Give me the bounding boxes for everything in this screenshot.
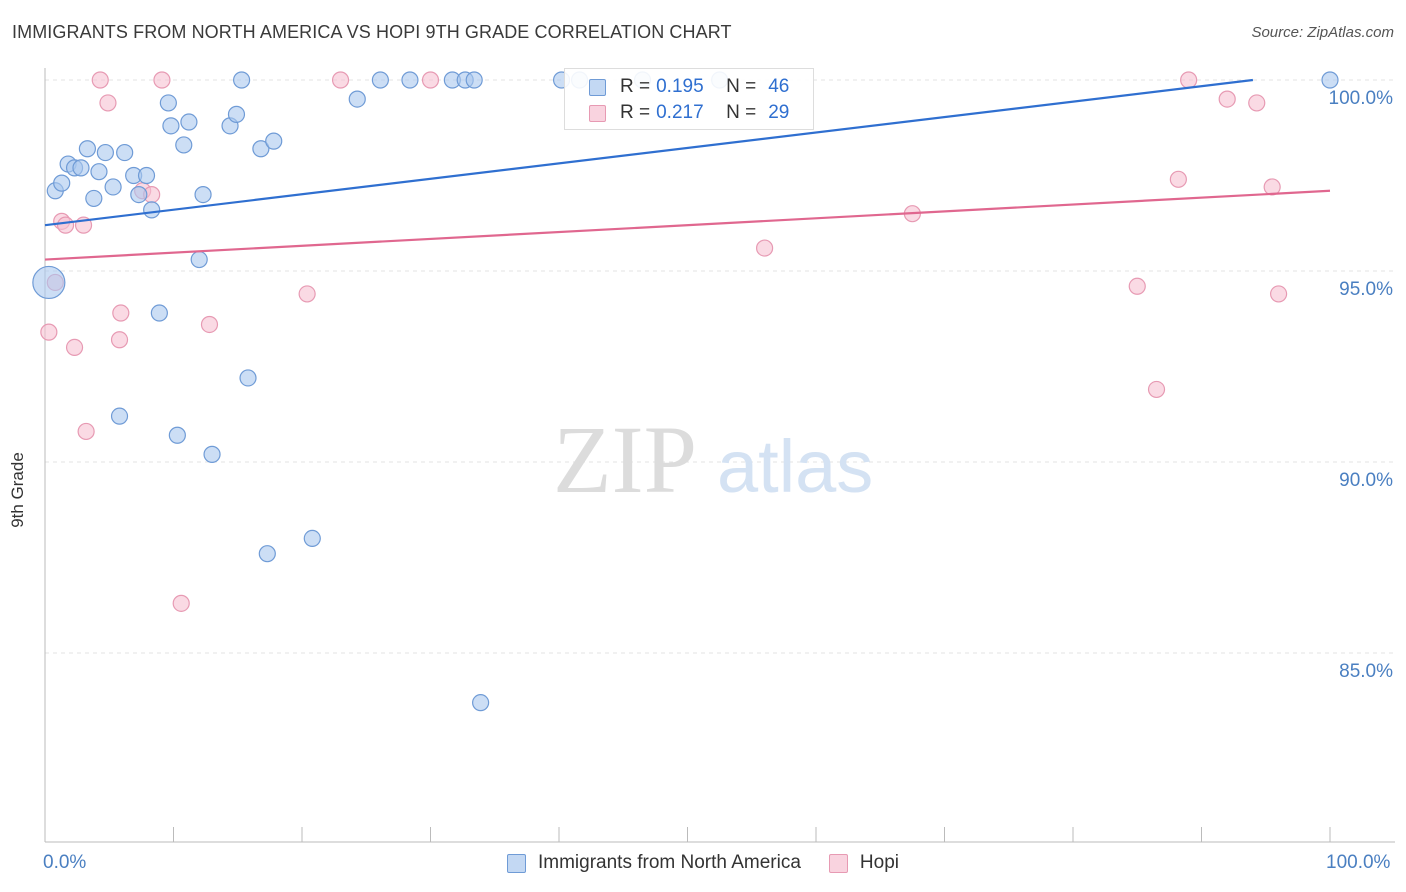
- immigrants-point: [53, 174, 71, 192]
- x-tick-max: 100.0%: [1326, 852, 1391, 873]
- immigrants-point: [190, 250, 208, 269]
- hopi-point: [1128, 277, 1146, 295]
- hopi-point: [331, 71, 350, 89]
- immigrants-point: [371, 71, 389, 89]
- immigrants-point: [252, 140, 270, 158]
- axis-layer: [44, 68, 1395, 843]
- immigrants-point: [116, 143, 134, 162]
- r-value: 0.217: [656, 102, 704, 123]
- immigrants-point: [90, 163, 108, 181]
- immigrants-point: [32, 265, 66, 300]
- immigrants-point: [137, 166, 156, 185]
- hopi-point: [298, 285, 316, 303]
- n-label: N =: [726, 76, 757, 97]
- hopi-point: [56, 216, 75, 234]
- immigrants-point: [401, 71, 419, 89]
- immigrants-point: [465, 71, 483, 89]
- blue-swatch-icon: [507, 853, 526, 873]
- grid-layer: [45, 79, 1395, 654]
- legend-label-immigrants: Immigrants from North America: [538, 852, 801, 873]
- hopi-point: [1147, 380, 1166, 399]
- r-label: R =: [620, 102, 651, 123]
- n-value: 29: [768, 102, 790, 123]
- immigrants-point: [130, 186, 148, 204]
- immigrants-trend-line: [44, 78, 1254, 227]
- hopi-point: [200, 315, 219, 334]
- hopi-point: [77, 422, 95, 441]
- immigrants-point: [227, 105, 246, 123]
- immigrants-point: [258, 545, 276, 563]
- immigrants-point: [168, 426, 186, 444]
- trend-lines: [44, 78, 1331, 261]
- immigrants-point: [233, 71, 251, 89]
- legend-item-hopi[interactable]: Hopi: [828, 852, 899, 874]
- hopi-point: [1248, 94, 1266, 112]
- hopi-point: [153, 71, 171, 89]
- immigrants-point: [175, 136, 193, 154]
- n-label: N =: [726, 102, 757, 123]
- hopi-trend-line: [44, 189, 1331, 261]
- hopi-point: [421, 71, 440, 89]
- immigrants-point: [472, 694, 490, 712]
- hopi-point: [112, 304, 130, 322]
- r-value: 0.195: [656, 76, 704, 97]
- chart-title: IMMIGRANTS FROM NORTH AMERICA VS HOPI 9T…: [12, 22, 732, 42]
- hopi-point: [755, 239, 774, 257]
- stats-legend-row-immigrants: R = 0.195 N = 46: [589, 75, 789, 99]
- immigrants-point: [203, 445, 221, 463]
- immigrants-point: [150, 304, 168, 322]
- y-tick-label: 100.0%: [1329, 88, 1394, 109]
- y-axis-label: 9th Grade: [8, 452, 27, 528]
- legend-label-hopi: Hopi: [859, 852, 899, 873]
- immigrants-point: [85, 189, 103, 208]
- stats-legend: R = 0.195 N = 46 R = 0.217 N = 29: [564, 68, 814, 130]
- n-value: 46: [768, 76, 790, 97]
- r-label: R =: [620, 76, 651, 97]
- hopi-point: [110, 331, 129, 349]
- watermark-zip: ZIP: [553, 406, 697, 513]
- hopi-point: [1180, 71, 1198, 89]
- watermark-atlas: atlas: [717, 425, 873, 508]
- pink-swatch-icon: [828, 853, 848, 873]
- immigrants-point: [348, 90, 366, 108]
- y-tick-label: 90.0%: [1339, 470, 1393, 491]
- hopi-point: [1269, 285, 1288, 303]
- hopi-point: [1169, 170, 1187, 188]
- hopi-point: [91, 71, 109, 89]
- y-tick-labels: 85.0% 90.0% 95.0% 100.0%: [1329, 88, 1394, 682]
- hopi-point: [1218, 90, 1236, 108]
- stats-legend-row-hopi: R = 0.217 N = 29: [589, 101, 789, 125]
- immigrants-point: [194, 186, 212, 204]
- immigrants-point: [78, 140, 97, 158]
- immigrants-point: [110, 407, 129, 425]
- immigrants-point: [180, 113, 198, 131]
- immigrants-point: [265, 132, 283, 150]
- blue-swatch-icon: [589, 78, 606, 96]
- immigrants-points: [32, 71, 1339, 712]
- immigrants-point: [239, 369, 257, 387]
- immigrants-point: [303, 529, 321, 548]
- series-legend: Immigrants from North America Hopi: [0, 852, 1406, 874]
- y-tick-label: 95.0%: [1339, 279, 1393, 300]
- legend-item-immigrants[interactable]: Immigrants from North America: [507, 852, 801, 874]
- immigrants-point: [104, 178, 122, 196]
- y-tick-label: 85.0%: [1339, 661, 1393, 682]
- immigrants-point: [162, 117, 180, 135]
- chart-source: Source: ZipAtlas.com: [1251, 24, 1394, 41]
- pink-swatch-icon: [589, 104, 606, 122]
- immigrants-point: [1321, 71, 1339, 89]
- immigrants-point: [96, 143, 114, 162]
- watermark: ZIP atlas: [553, 406, 873, 513]
- hopi-point: [172, 594, 190, 612]
- x-tick-min: 0.0%: [43, 852, 87, 873]
- immigrants-point: [72, 159, 90, 177]
- hopi-point: [99, 94, 117, 112]
- hopi-point: [40, 323, 58, 341]
- immigrants-point: [159, 94, 177, 112]
- hopi-points: [40, 71, 1288, 612]
- immigrants-point: [143, 201, 161, 219]
- hopi-point: [65, 338, 84, 356]
